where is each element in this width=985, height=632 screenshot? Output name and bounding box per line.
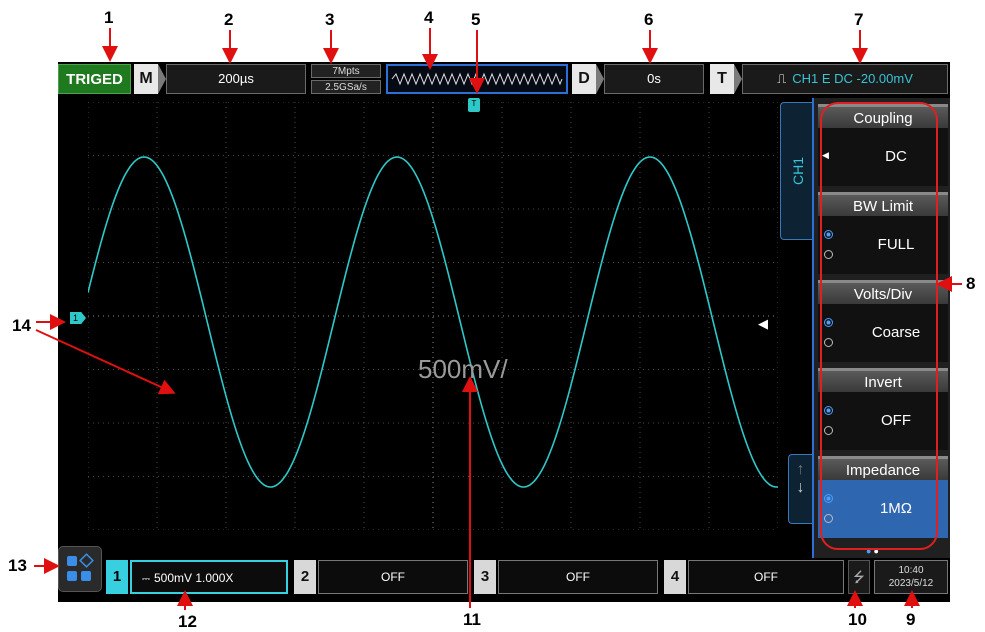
trigger-status: TRIGED xyxy=(58,64,131,94)
trigger-letter: T xyxy=(710,64,734,94)
ch3-settings[interactable]: OFF xyxy=(498,560,658,594)
bw-limit-body[interactable]: FULL xyxy=(818,216,948,274)
volts-div-title: Volts/Div xyxy=(818,280,948,304)
invert-body[interactable]: OFF xyxy=(818,392,948,450)
callout-2: 2 xyxy=(224,10,234,29)
ch1-offset-marker[interactable]: 1 xyxy=(70,312,86,324)
volts-div-value: Coarse xyxy=(871,324,921,341)
chevron-icon xyxy=(596,64,604,94)
callout-12: 12 xyxy=(178,612,197,631)
memory-depth: 7Mpts xyxy=(311,64,381,78)
apps-grid-icon xyxy=(67,553,94,581)
ch3-number[interactable]: 3 xyxy=(474,560,496,594)
menu-item-volts-div[interactable]: Volts/Div Coarse xyxy=(818,280,948,362)
waveform-overview[interactable] xyxy=(386,64,568,94)
impedance-value: 1MΩ xyxy=(879,500,913,517)
menu-item-coupling[interactable]: Coupling ◀ DC xyxy=(818,104,948,186)
menu-item-invert[interactable]: Invert OFF xyxy=(818,368,948,450)
ch4-settings[interactable]: OFF xyxy=(688,560,844,594)
callout-4: 4 xyxy=(424,8,434,27)
ch1-settings-text: 500mV 1.000X xyxy=(153,571,234,585)
ch1-menu-tab[interactable]: CH1 xyxy=(780,102,812,240)
coupling-body[interactable]: ◀ DC xyxy=(818,128,948,186)
acquisition-info: 7Mpts 2.5GSa/s xyxy=(311,64,381,94)
radio-on-icon xyxy=(824,406,833,415)
channel-menu: Coupling ◀ DC BW Limit FULL Volts/Div Co… xyxy=(812,98,950,558)
ch1-marker-label: 1 xyxy=(73,313,79,323)
ch1-tab-label: CH1 xyxy=(790,156,807,186)
callout-7: 7 xyxy=(854,10,864,29)
caret-left-icon: ◀ xyxy=(822,150,829,160)
callout-14: 14 xyxy=(12,316,31,335)
timebase-field[interactable]: 200µs xyxy=(166,64,306,94)
chevron-icon xyxy=(734,64,742,94)
oscilloscope-screen: TRIGED M 200µs 7Mpts 2.5GSa/s D 0s T ⎍ CH… xyxy=(58,62,950,602)
coupling-title: Coupling xyxy=(818,104,948,128)
rising-edge-icon: ⎍ xyxy=(777,71,787,86)
bw-limit-title: BW Limit xyxy=(818,192,948,216)
chevron-icon xyxy=(158,64,166,94)
radio-off-icon xyxy=(824,250,833,259)
impedance-title: Impedance xyxy=(818,456,948,480)
menu-item-bw-limit[interactable]: BW Limit FULL xyxy=(818,192,948,274)
volts-div-body[interactable]: Coarse xyxy=(818,304,948,362)
clock-time: 10:40 xyxy=(898,565,924,576)
menu-page-indicator[interactable]: ●● xyxy=(866,546,881,556)
callout-8: 8 xyxy=(966,274,976,293)
trigger-position-marker[interactable]: T xyxy=(468,98,480,112)
waveform-plot[interactable] xyxy=(88,102,778,530)
trigger-info-text: CH1 E DC -20.00mV xyxy=(792,71,913,86)
trigger-marker-label: T xyxy=(471,99,477,108)
ch1-waveform xyxy=(88,156,778,488)
graticule xyxy=(88,102,778,530)
ch1-number[interactable]: 1 xyxy=(106,560,128,594)
invert-title: Invert xyxy=(818,368,948,392)
radio-off-icon xyxy=(824,514,833,523)
callout-1: 1 xyxy=(104,8,114,27)
trigger-info-field[interactable]: ⎍ CH1 E DC -20.00mV xyxy=(742,64,948,94)
impedance-body[interactable]: 1MΩ xyxy=(818,480,948,538)
ch2-settings[interactable]: OFF xyxy=(318,560,468,594)
radio-off-icon xyxy=(824,338,833,347)
callout-11: 11 xyxy=(463,610,481,629)
delay-letter: D xyxy=(572,64,596,94)
arrow-up-icon[interactable]: ↑ xyxy=(796,461,805,478)
overview-wave-icon xyxy=(391,72,563,86)
clock: 10:40 2023/5/12 xyxy=(874,560,948,594)
callout-13: 13 xyxy=(8,556,27,575)
invert-value: OFF xyxy=(881,412,911,429)
mode-letter: M xyxy=(134,64,158,94)
ch2-number[interactable]: 2 xyxy=(294,560,316,594)
callout-9: 9 xyxy=(906,610,916,629)
dc-coupling-icon: ⎓ xyxy=(142,574,150,585)
usb-icon: ⭍ xyxy=(848,560,870,594)
radio-off-icon xyxy=(824,426,833,435)
trigger-level-icon[interactable]: ◀ xyxy=(758,316,768,331)
menu-item-impedance[interactable]: Impedance 1MΩ xyxy=(818,456,948,538)
bw-limit-value: FULL xyxy=(877,236,915,253)
ch1-settings[interactable]: ⎓ 500mV 1.000X xyxy=(130,560,288,594)
menu-scroll-tab[interactable]: ↑ ↓ xyxy=(788,454,812,524)
ch4-number[interactable]: 4 xyxy=(664,560,686,594)
callout-5: 5 xyxy=(471,10,481,29)
arrow-down-icon[interactable]: ↓ xyxy=(796,479,805,496)
callout-3: 3 xyxy=(325,10,335,29)
callout-10: 10 xyxy=(848,610,867,629)
radio-on-icon xyxy=(824,494,833,503)
delay-field[interactable]: 0s xyxy=(604,64,704,94)
coupling-value: DC xyxy=(885,148,907,165)
radio-on-icon xyxy=(824,318,833,327)
clock-date: 2023/5/12 xyxy=(888,578,934,589)
volts-div-label: 500mV/ xyxy=(418,354,508,384)
radio-on-icon xyxy=(824,230,833,239)
sample-rate: 2.5GSa/s xyxy=(311,80,381,94)
main-menu-button[interactable] xyxy=(58,546,102,592)
callout-6: 6 xyxy=(644,10,654,29)
